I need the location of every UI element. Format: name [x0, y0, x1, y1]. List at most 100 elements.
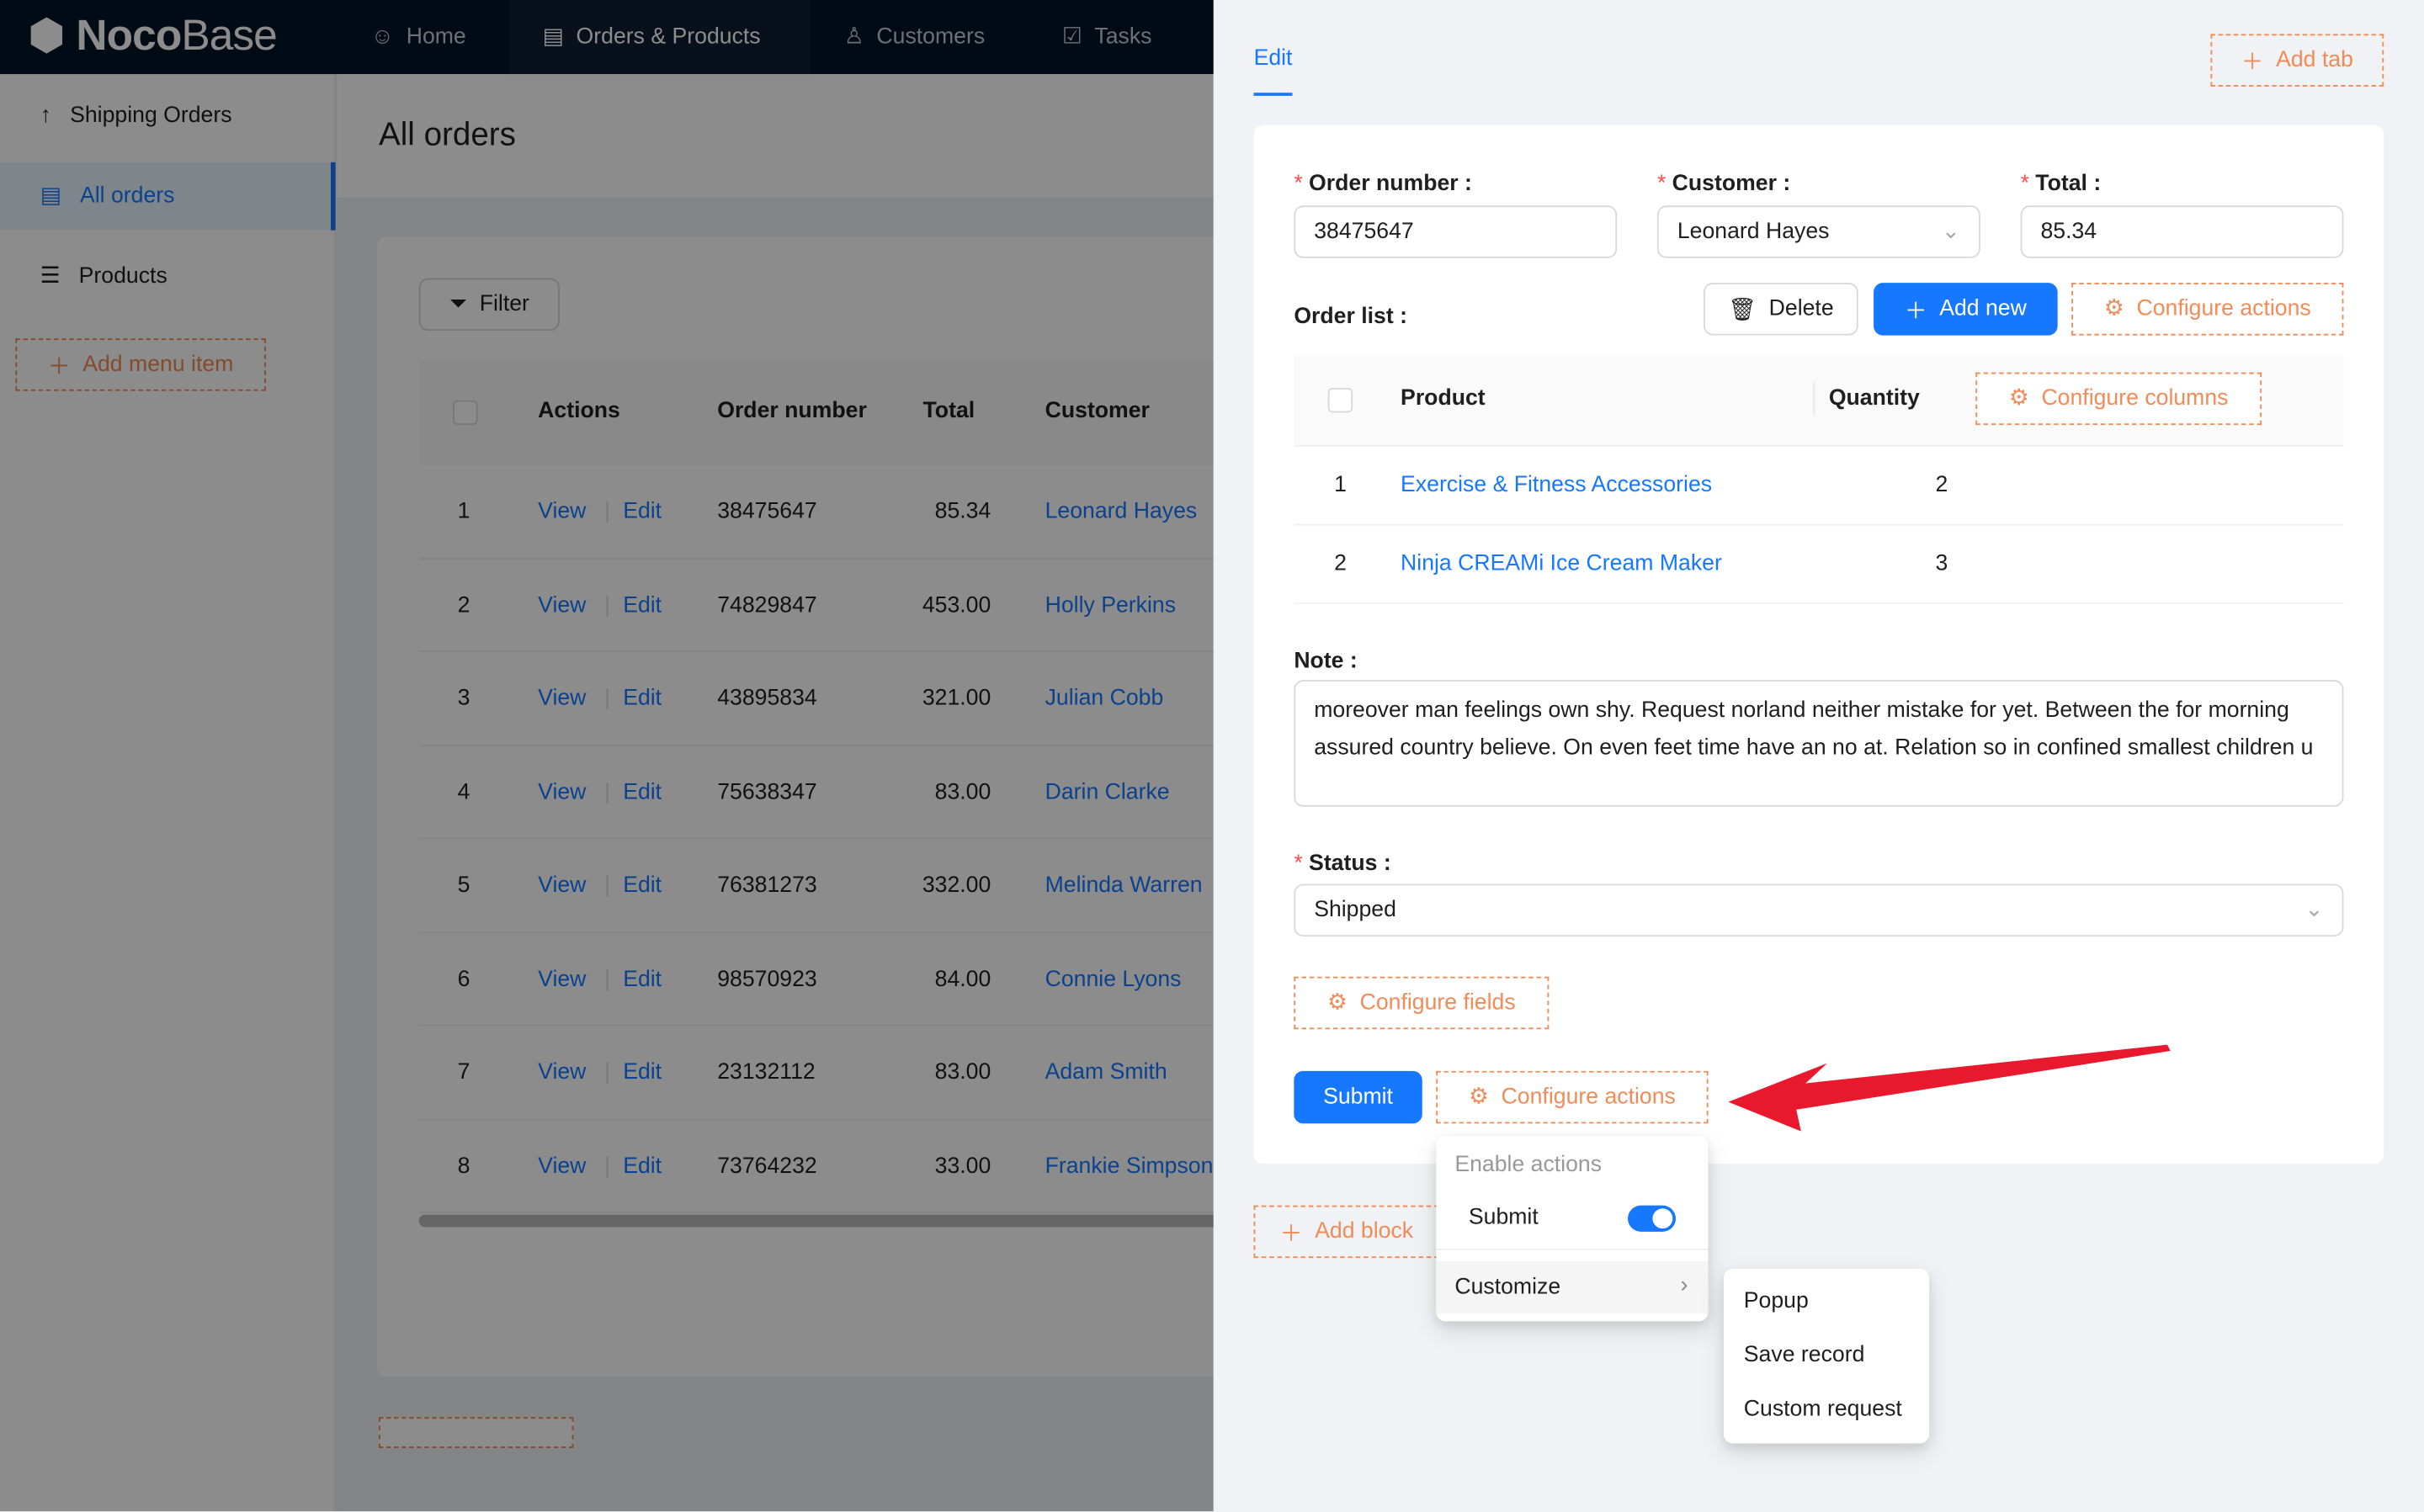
add-new-button[interactable]: ＋ Add new — [1874, 283, 2058, 336]
product-link[interactable]: Ninja CREAMi Ice Cream Maker — [1401, 551, 1722, 577]
sidebar-item-products[interactable]: ☰ Products — [0, 242, 336, 310]
button-label: Add block — [1315, 1219, 1414, 1244]
configure-list-actions-button[interactable]: ⚙ Configure actions — [2071, 283, 2344, 336]
edit-link[interactable]: Edit — [623, 592, 662, 618]
customer-link[interactable]: Leonard Hayes — [1045, 499, 1198, 524]
horizontal-scrollbar[interactable] — [418, 1214, 1223, 1228]
table-row: 1 View | Edit 38475647 85.34 Leonard Hay… — [418, 465, 1223, 559]
list-icon: ☰ — [40, 264, 61, 289]
menu-item-customize[interactable]: Customize › — [1436, 1260, 1709, 1314]
nav-orders-products[interactable]: ▤ Orders & Products — [508, 0, 811, 75]
order-number-input[interactable]: 38475647 — [1294, 205, 1618, 258]
smile-icon: ☺ — [370, 24, 395, 50]
edit-link[interactable]: Edit — [623, 873, 662, 899]
submit-button[interactable]: Submit — [1294, 1070, 1422, 1124]
select-all-checkbox[interactable] — [1327, 388, 1353, 413]
order-number-cell: 38475647 — [717, 499, 817, 524]
customer-link[interactable]: Holly Perkins — [1045, 592, 1177, 618]
row-number: 7 — [457, 1059, 470, 1085]
view-link[interactable]: View — [538, 966, 587, 992]
edit-link[interactable]: Edit — [623, 499, 662, 524]
modal-mask[interactable] — [0, 0, 1214, 1512]
view-link[interactable]: View — [538, 592, 587, 618]
note-textarea[interactable]: moreover man feelings own shy. Request n… — [1294, 680, 2344, 807]
edit-link[interactable]: Edit — [623, 1059, 662, 1085]
separator: | — [604, 592, 611, 618]
customer-link[interactable]: Adam Smith — [1045, 1059, 1167, 1085]
edit-link[interactable]: Edit — [623, 779, 662, 805]
logo-text-thin: Base — [181, 10, 277, 59]
view-link[interactable]: View — [538, 1059, 587, 1085]
sidebar-item-label: All orders — [79, 183, 175, 209]
table-row: 8 View | Edit 73764232 33.00 Frankie Sim… — [418, 1120, 1223, 1213]
gear-icon: ⚙ — [1469, 1085, 1489, 1110]
plus-icon: ＋ — [1904, 299, 1927, 324]
menu-item-submit[interactable]: Submit — [1436, 1191, 1708, 1244]
total-input[interactable]: 85.34 — [2020, 205, 2344, 258]
note-label: Note : — [1294, 649, 1358, 674]
table-row: 2 View | Edit 74829847 453.00 Holly Perk… — [418, 559, 1223, 653]
submenu-item-popup[interactable]: Popup — [1743, 1288, 1809, 1314]
nav-label: Home — [406, 24, 466, 50]
nav-tasks[interactable]: ☑ Tasks — [1028, 0, 1185, 74]
configure-fields-button[interactable]: ⚙ Configure fields — [1294, 976, 1550, 1030]
sidebar-item-shipping-orders[interactable]: ↑ Shipping Orders — [0, 82, 336, 150]
add-menu-item-button[interactable]: ＋ Add menu item — [15, 338, 266, 391]
order-number-cell: 74829847 — [717, 592, 817, 618]
subtable-row: 2 Ninja CREAMi Ice Cream Maker 3 — [1294, 525, 2344, 605]
edit-link[interactable]: Edit — [623, 1154, 662, 1179]
table-row: 6 View | Edit 98570923 84.00 Connie Lyon… — [418, 932, 1223, 1027]
tab-edit[interactable]: Edit — [1253, 46, 1293, 96]
configure-form-actions-button[interactable]: ⚙ Configure actions — [1436, 1070, 1709, 1124]
page-title: All orders — [378, 117, 516, 153]
total-cell: 332.00 — [922, 873, 991, 899]
view-link[interactable]: View — [538, 686, 587, 711]
select-value: Shipped — [1314, 898, 1396, 923]
add-block-button[interactable]: ＋ Add block — [1253, 1205, 1455, 1259]
button-label: Configure fields — [1359, 990, 1516, 1016]
edit-link[interactable]: Edit — [623, 686, 662, 711]
customer-link[interactable]: Melinda Warren — [1045, 873, 1203, 899]
edit-link[interactable]: Edit — [623, 966, 662, 992]
filter-button[interactable]: ⏷ Filter — [418, 278, 560, 332]
view-link[interactable]: View — [538, 1154, 587, 1179]
sidebar-item-all-orders[interactable]: ▤ All orders — [0, 162, 336, 231]
customer-link[interactable]: Frankie Simpson — [1045, 1154, 1214, 1179]
textarea-value: moreover man feelings own shy. Request n… — [1314, 698, 2314, 761]
plus-icon: ＋ — [1279, 1221, 1303, 1247]
menu-group-title: Enable actions — [1454, 1153, 1603, 1178]
status-select[interactable]: Shipped ⌄ — [1294, 883, 2344, 937]
add-block-button-bg[interactable] — [378, 1417, 574, 1448]
row-number: 1 — [457, 499, 470, 524]
nav-customers[interactable]: ♙ Customers — [810, 0, 1018, 74]
label-text: Customer — [1672, 171, 1777, 197]
configure-actions-dropdown: Enable actions Submit Customize › — [1436, 1135, 1709, 1322]
table-header: Actions Order number Total Customer — [418, 359, 1223, 465]
view-link[interactable]: View — [538, 499, 587, 524]
input-value: 85.34 — [2040, 219, 2097, 245]
filter-icon: ⏷ — [449, 292, 468, 317]
configure-columns-button[interactable]: ⚙ Configure columns — [1975, 372, 2262, 426]
customer-link[interactable]: Darin Clarke — [1045, 779, 1170, 805]
order-number-cell: 73764232 — [717, 1154, 817, 1179]
select-all-checkbox[interactable] — [453, 400, 478, 426]
nav-home[interactable]: ☺ Home — [337, 0, 500, 74]
separator: | — [604, 499, 611, 524]
button-label: Add new — [1939, 296, 2027, 322]
submit-toggle-switch[interactable] — [1628, 1205, 1676, 1232]
separator: | — [604, 1059, 611, 1085]
submenu-item-save-record[interactable]: Save record — [1743, 1343, 1865, 1368]
customer-link[interactable]: Julian Cobb — [1045, 686, 1164, 711]
nav-label: Customers — [876, 24, 986, 50]
customer-link[interactable]: Connie Lyons — [1045, 966, 1182, 992]
delete-button[interactable]: 🗑 Delete — [1704, 283, 1858, 336]
product-link[interactable]: Exercise & Fitness Accessories — [1401, 473, 1713, 498]
view-link[interactable]: View — [538, 779, 587, 805]
view-link[interactable]: View — [538, 873, 587, 899]
menu-item-label: Customize — [1454, 1275, 1561, 1300]
order-number-label: * Order number : — [1294, 171, 1472, 197]
chevron-right-icon: › — [1680, 1273, 1688, 1298]
customer-select[interactable]: Leonard Hayes ⌄ — [1656, 205, 1980, 258]
add-tab-button[interactable]: ＋ Add tab — [2210, 34, 2384, 87]
submenu-item-custom-request[interactable]: Custom request — [1743, 1397, 1902, 1422]
